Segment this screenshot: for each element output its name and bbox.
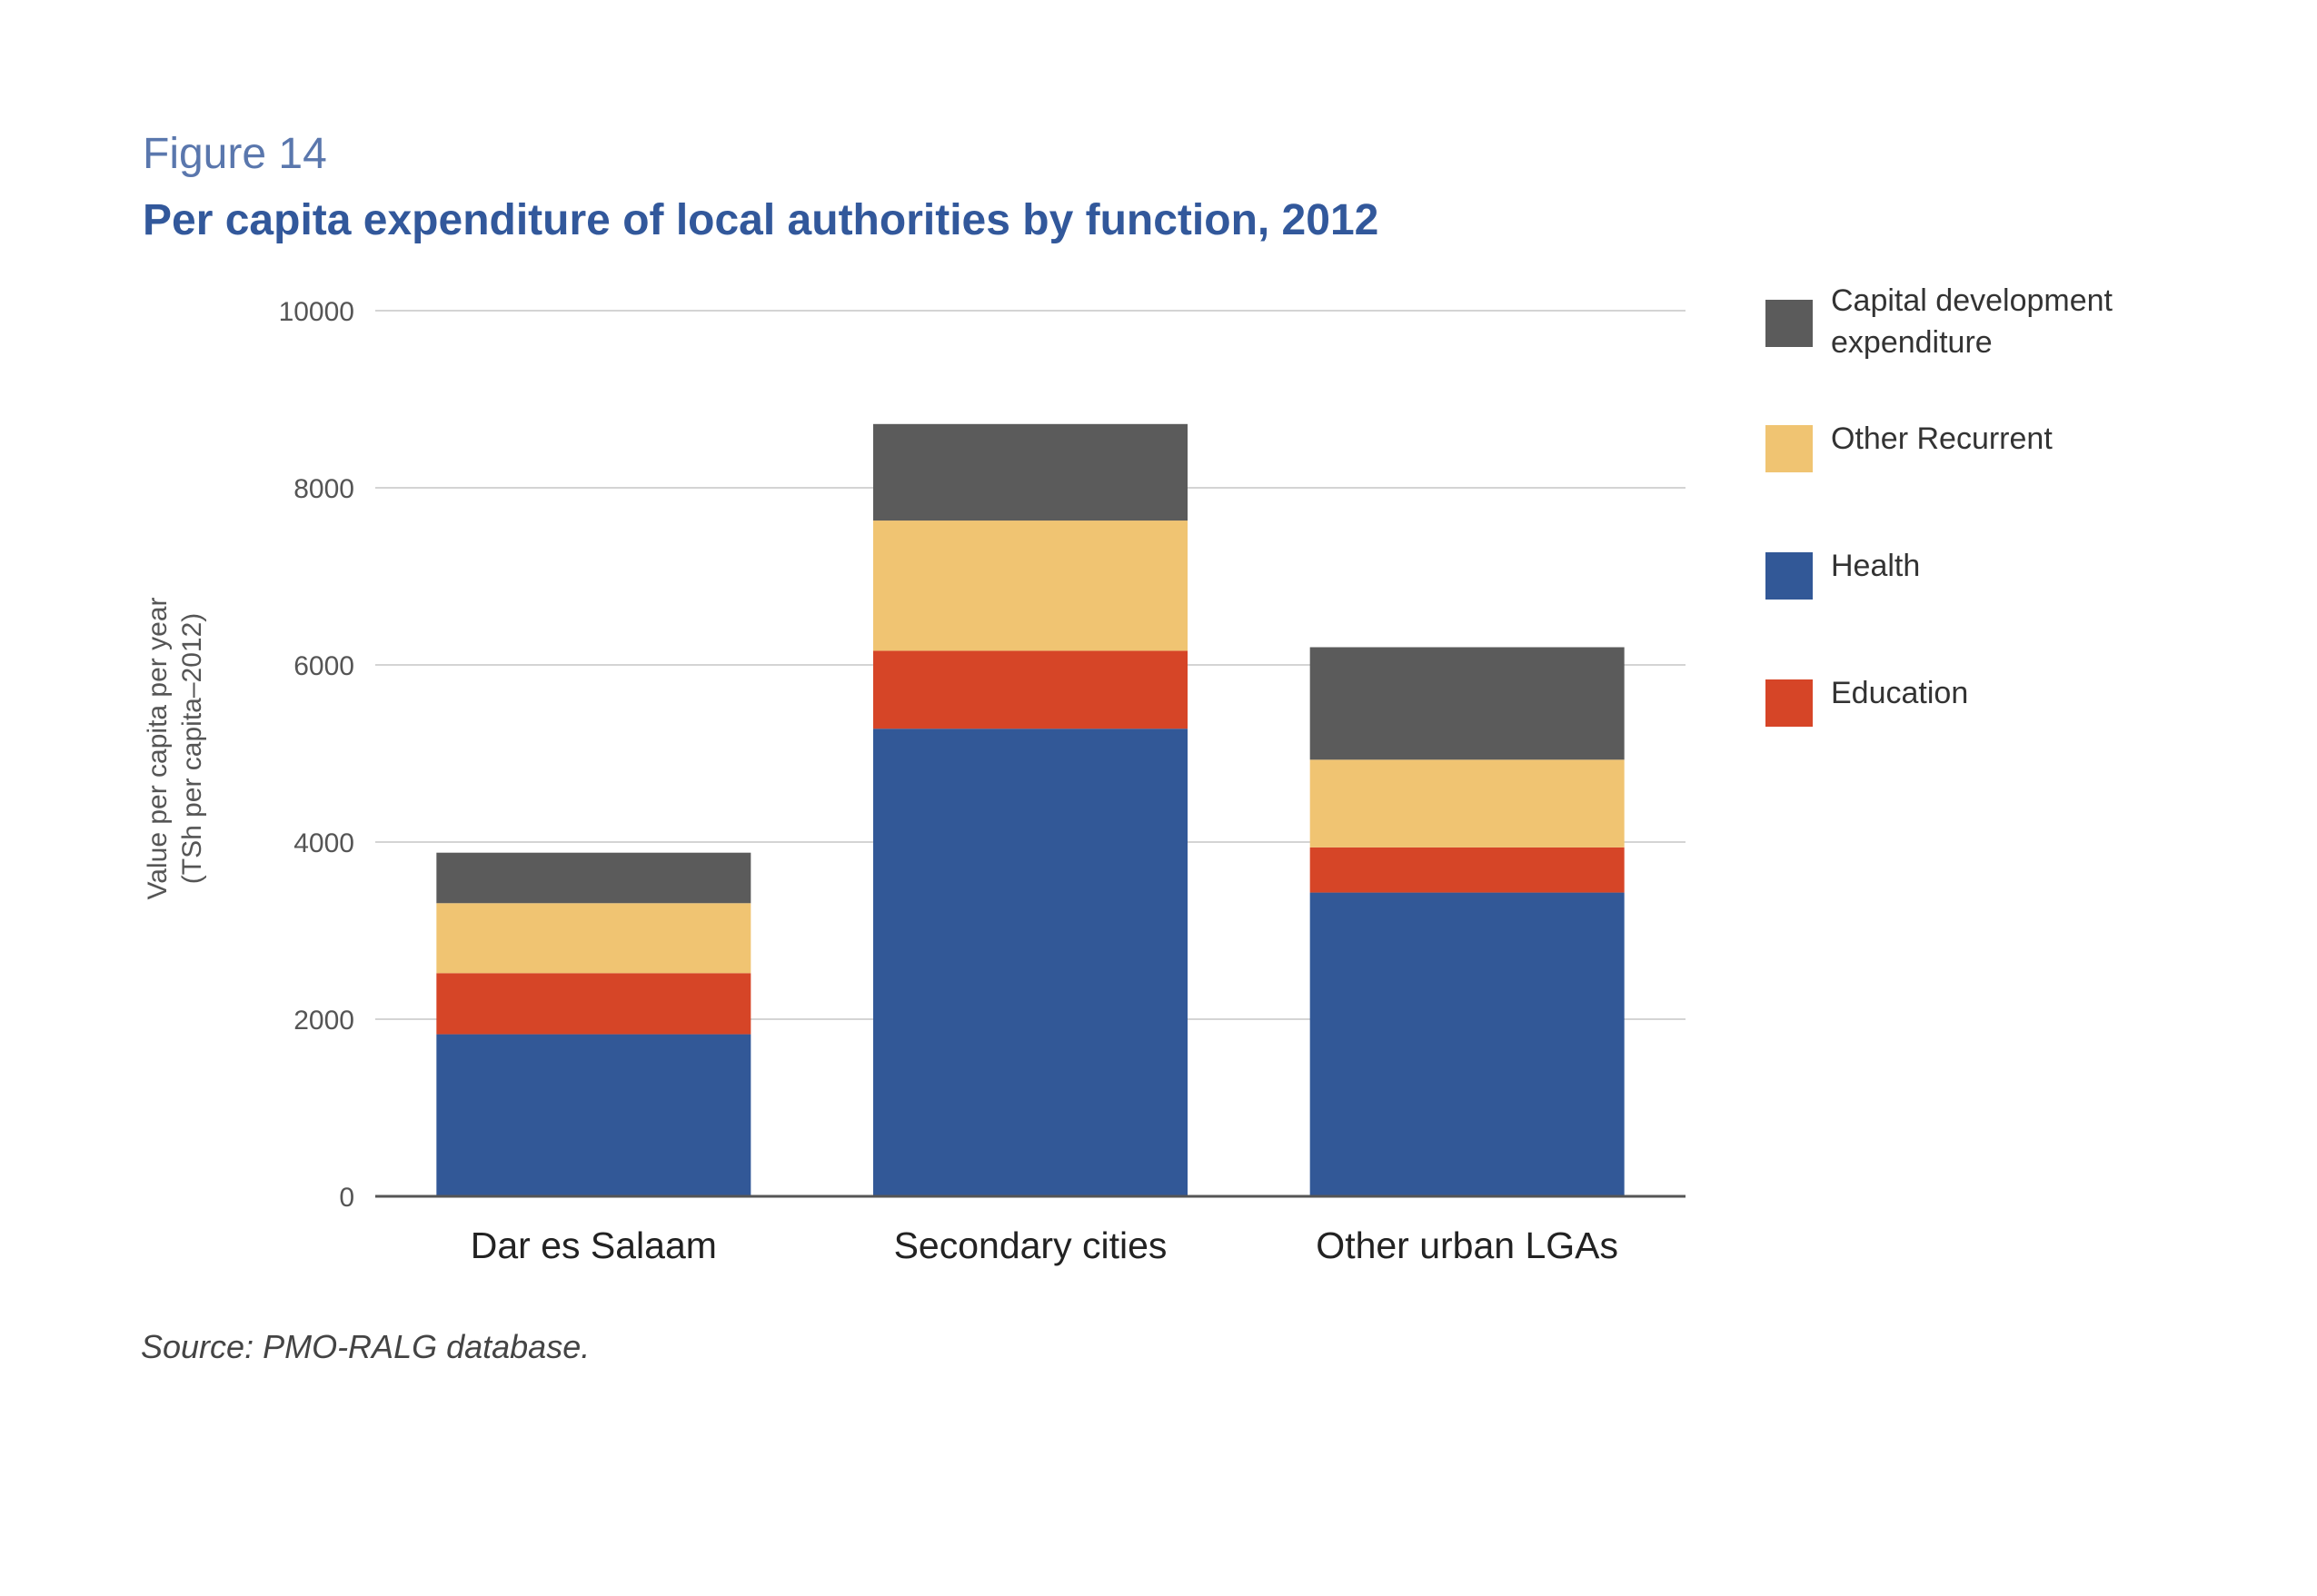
bars	[436, 423, 1625, 1196]
y-axis-ticks: 0 2000 4000 6000 8000 10000	[279, 297, 354, 1213]
x-tick-label-1: Secondary cities	[894, 1224, 1168, 1266]
figure-label: Figure 14	[143, 130, 327, 178]
bar-0-capital-development-expenditure	[436, 852, 751, 904]
bar-2-education	[1309, 847, 1625, 893]
bar-2-other-recurrent	[1309, 759, 1625, 848]
y-axis-label-line-1: Value per capita per year	[143, 598, 173, 900]
legend-swatch	[1765, 552, 1813, 600]
legend-label: Other Recurrent	[1831, 421, 2053, 456]
x-tick-label-2: Other urban LGAs	[1316, 1224, 1618, 1266]
bar-0-education	[436, 973, 751, 1035]
y-tick-label-6000: 6000	[293, 651, 354, 681]
bar-0-health	[436, 1034, 751, 1196]
y-axis-label-line-2: (TSh per capita–2012)	[177, 613, 207, 885]
x-axis-labels: Dar es Salaam Secondary cities Other urban…	[471, 1224, 1618, 1266]
bar-1-capital-development-expenditure	[873, 423, 1188, 521]
y-tick-label-2000: 2000	[293, 1006, 354, 1036]
bar-2-capital-development-expenditure	[1309, 647, 1625, 760]
chart-title: Per capita expenditure of local authorit…	[143, 196, 1379, 244]
y-tick-label-4000: 4000	[293, 828, 354, 858]
legend-swatch	[1765, 425, 1813, 472]
legend-swatch	[1765, 679, 1813, 727]
legend-swatch	[1765, 300, 1813, 347]
legend-label: Capital development expenditure	[1831, 283, 2113, 360]
bar-0-other-recurrent	[436, 903, 751, 974]
legend-label: Education	[1831, 676, 1969, 710]
bar-2-health	[1309, 892, 1625, 1196]
bar-1-health	[873, 729, 1188, 1196]
source-note: Source: PMO-RALG database.	[141, 1328, 591, 1365]
y-tick-label-8000: 8000	[293, 474, 354, 504]
y-tick-label-0: 0	[339, 1183, 354, 1213]
bar-1-education	[873, 650, 1188, 729]
bar-1-other-recurrent	[873, 520, 1188, 651]
y-tick-label-10000: 10000	[279, 297, 354, 327]
x-tick-label-0: Dar es Salaam	[471, 1224, 717, 1266]
legend-label: Health	[1831, 549, 1921, 583]
